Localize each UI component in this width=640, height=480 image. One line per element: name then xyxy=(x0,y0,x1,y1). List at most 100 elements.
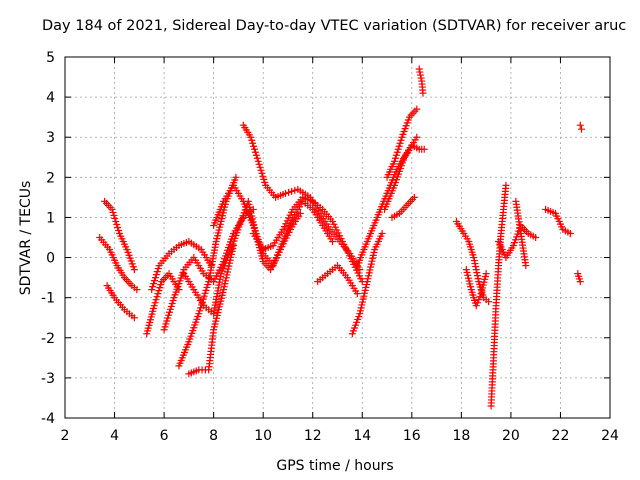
data-point xyxy=(420,145,428,153)
data-point xyxy=(148,286,156,294)
series-track-t xyxy=(452,217,493,306)
data-point xyxy=(472,263,480,271)
series-track-c xyxy=(103,282,138,322)
series-track-d xyxy=(143,270,183,338)
data-point xyxy=(221,280,229,288)
data-point xyxy=(473,299,481,307)
data-point xyxy=(261,178,269,186)
data-point xyxy=(288,187,296,195)
data-point xyxy=(285,188,293,196)
data-point xyxy=(150,302,158,310)
series-track-y xyxy=(542,205,574,237)
x-tick-label: 10 xyxy=(254,428,272,444)
x-tick-label: 18 xyxy=(452,428,470,444)
data-point xyxy=(417,74,425,82)
data-point xyxy=(281,189,289,197)
data-point xyxy=(252,151,260,159)
x-tick-label: 14 xyxy=(353,428,371,444)
data-point xyxy=(472,266,480,274)
data-point xyxy=(475,296,483,304)
data-points xyxy=(96,65,586,410)
x-tick-label: 24 xyxy=(601,428,619,444)
data-point xyxy=(153,293,161,301)
data-point xyxy=(251,148,259,156)
series-track-l xyxy=(249,193,366,286)
series-track-aa xyxy=(576,121,586,133)
data-point xyxy=(397,136,405,144)
data-point xyxy=(247,133,255,141)
data-point xyxy=(152,296,160,304)
data-point xyxy=(111,214,119,222)
series-track-v xyxy=(487,181,510,410)
data-point xyxy=(522,262,530,270)
y-tick-label: -3 xyxy=(41,371,55,387)
data-point xyxy=(471,260,479,268)
data-point xyxy=(532,234,540,241)
series-track-h xyxy=(185,242,237,378)
data-point xyxy=(220,283,228,291)
data-point xyxy=(154,290,162,298)
series-track-n xyxy=(348,229,386,338)
series-track-z xyxy=(574,270,584,286)
x-axis-label: GPS time / hours xyxy=(276,458,394,474)
data-point xyxy=(474,275,482,283)
data-point xyxy=(115,226,123,234)
data-point xyxy=(151,274,159,282)
series-track-p xyxy=(381,141,428,213)
data-point xyxy=(472,302,480,310)
data-point xyxy=(416,68,424,76)
y-tick-label: 0 xyxy=(46,251,55,267)
series-track-x xyxy=(512,197,530,270)
data-point xyxy=(470,257,478,265)
data-point xyxy=(353,290,361,298)
series-track-m xyxy=(314,262,361,298)
series-track-e xyxy=(148,238,215,294)
series-track-q xyxy=(383,105,421,181)
data-point xyxy=(260,175,268,183)
data-point xyxy=(154,265,162,273)
data-point xyxy=(392,151,400,159)
data-point xyxy=(413,105,421,113)
data-point xyxy=(156,284,164,292)
data-point xyxy=(410,193,418,201)
data-point xyxy=(112,217,120,225)
y-tick-label: 5 xyxy=(46,50,55,66)
x-tick-label: 16 xyxy=(403,428,421,444)
data-point xyxy=(114,223,122,231)
data-point xyxy=(232,173,240,181)
data-point xyxy=(394,145,402,153)
series-track-b xyxy=(101,197,138,274)
y-tick-label: -1 xyxy=(41,291,55,307)
data-point xyxy=(224,268,232,276)
data-point xyxy=(155,287,163,295)
data-point xyxy=(415,65,423,73)
data-point xyxy=(578,125,586,133)
data-point xyxy=(329,238,337,246)
data-point xyxy=(576,121,584,129)
data-point xyxy=(222,274,230,282)
data-point xyxy=(482,270,490,278)
series-track-r xyxy=(388,193,418,221)
plot-frame xyxy=(64,56,611,419)
data-point xyxy=(251,145,259,153)
x-tick-label: 20 xyxy=(502,428,520,444)
data-point xyxy=(249,139,257,147)
data-point xyxy=(470,254,478,262)
data-point xyxy=(149,283,157,291)
data-point xyxy=(150,280,158,288)
data-point xyxy=(258,169,266,177)
data-point xyxy=(113,220,121,228)
plot-border xyxy=(64,56,611,419)
data-point xyxy=(473,269,481,277)
series-track-a xyxy=(96,234,141,294)
x-tick-label: 2 xyxy=(61,428,70,444)
data-point xyxy=(291,186,299,194)
y-tick-label: -4 xyxy=(41,411,55,427)
data-point xyxy=(130,266,138,274)
y-axis-label: SDTVAR / TECUs xyxy=(18,180,34,296)
data-point xyxy=(250,142,258,150)
data-point xyxy=(476,293,484,301)
data-point xyxy=(395,142,403,150)
data-point xyxy=(396,139,404,147)
data-point xyxy=(393,148,401,156)
